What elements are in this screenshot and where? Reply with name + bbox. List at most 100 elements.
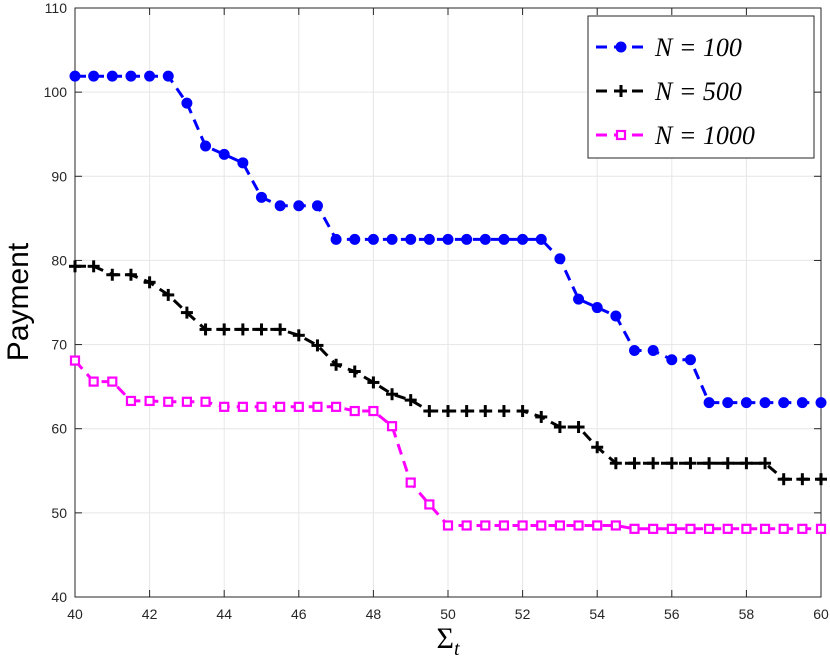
x-tick-label: 60 [813,606,829,622]
data-point [237,401,248,412]
data-point [497,405,510,418]
legend-label: N = 1000 [654,121,755,150]
data-point [442,520,454,531]
data-point [106,70,118,82]
data-point [274,200,286,212]
x-tick-label: 50 [440,606,456,622]
x-tick-label: 44 [216,606,232,622]
data-point [144,395,155,407]
x-tick-label: 42 [142,606,158,622]
data-point [87,260,100,273]
data-point [516,405,529,418]
data-point [591,441,604,454]
x-tick-label: 48 [366,606,382,622]
data-point [592,520,603,531]
x-tick-label: 58 [739,606,755,622]
data-point [69,355,81,366]
data-point [629,344,640,356]
data-point [479,405,492,418]
data-point [200,396,211,407]
data-point [69,70,81,82]
x-tick-label: 52 [515,606,531,622]
data-point [386,388,399,401]
data-point [498,233,510,245]
legend-item: N = 1000 [596,121,755,150]
series-1 [69,70,827,409]
data-point [517,233,529,245]
data-point [386,421,398,432]
data-point [349,405,360,417]
data-point [180,306,193,319]
y-tick-label: 70 [51,337,67,353]
data-point [331,401,342,412]
data-point [423,233,435,245]
legend-item: N = 500 [596,77,742,106]
data-point [442,233,454,245]
data-point [312,401,323,412]
data-point [796,397,808,409]
data-point [293,401,304,412]
data-point [274,323,287,336]
data-point [648,523,659,534]
data-point [88,376,99,387]
data-point [498,520,510,531]
data-point [666,523,677,534]
data-point [255,323,268,336]
data-point [553,421,566,434]
y-tick-label: 60 [51,421,67,437]
data-point [124,268,137,281]
x-tick-label: 46 [291,606,307,622]
data-point [348,365,361,378]
series-2 [69,260,827,486]
data-point [367,233,379,245]
series-group [69,70,827,534]
series-3 [69,355,827,534]
data-point [292,329,305,342]
data-point [88,70,100,82]
y-tick-label: 40 [51,589,67,605]
data-point [740,457,753,470]
data-point [386,233,398,245]
data-point [69,260,81,273]
data-point [535,233,547,245]
data-point [218,323,231,336]
data-point [777,473,790,486]
data-point [815,397,827,409]
data-point [517,520,528,531]
data-point [685,523,696,534]
data-point [609,457,622,470]
data-point [629,523,640,534]
data-point [703,397,715,409]
legend-label: N = 500 [654,77,742,106]
data-point [125,395,137,407]
data-point [461,233,473,245]
series-line [75,74,821,405]
data-point [218,148,230,160]
data-point [684,457,697,470]
data-point [404,394,417,407]
data-point [367,376,380,389]
data-point [615,41,627,53]
data-point [815,523,827,534]
x-tick-labels: 40 42 44 46 48 50 52 54 56 58 60 [67,606,829,622]
data-point [199,323,212,336]
data-point [573,520,584,531]
data-point [311,339,324,352]
data-point [666,354,678,366]
data-point [573,293,585,305]
data-point [349,233,361,245]
data-point [778,397,790,409]
data-point [106,268,119,281]
data-point [163,396,174,407]
data-point [610,520,621,531]
x-axis-label-subscript: t [454,638,460,660]
data-point [162,288,175,301]
data-point [703,523,715,534]
data-point [256,401,267,412]
data-point [236,323,249,336]
y-tick-label: 90 [51,168,67,184]
y-tick-label: 50 [51,505,67,521]
data-point [405,233,417,245]
data-point [759,457,772,470]
data-point [368,405,379,417]
